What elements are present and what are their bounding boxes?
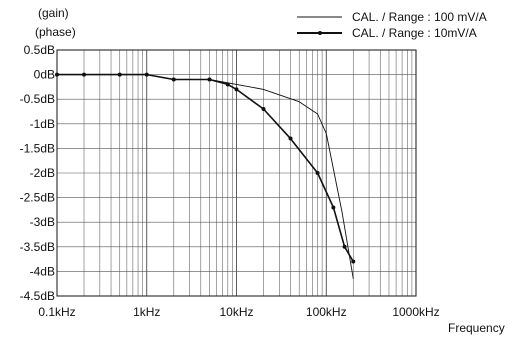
y-axis-label-gain: (gain) xyxy=(38,6,69,20)
data-point-10mv xyxy=(226,82,230,86)
data-point-10mv xyxy=(207,78,211,82)
y-tick-label: 0dB xyxy=(34,68,55,82)
y-tick-label: -3dB xyxy=(30,215,55,229)
x-tick-label: 0.1kHz xyxy=(38,305,75,319)
series-line-100mv xyxy=(57,75,353,279)
y-tick-label: -0.5dB xyxy=(20,92,55,106)
legend-marker-10mv xyxy=(318,31,322,35)
y-tick-label: -3.5dB xyxy=(20,240,55,254)
y-tick-label: 0.5dB xyxy=(24,43,55,57)
y-axis-label-phase: (phase) xyxy=(35,25,76,39)
legend-label-100mv: CAL. / Range : 100 mV/A xyxy=(352,10,487,24)
y-tick-label: -1dB xyxy=(30,117,55,131)
data-point-10mv xyxy=(55,73,59,77)
data-point-10mv xyxy=(331,205,335,209)
grid-lines xyxy=(57,50,416,296)
x-tick-label: 1kHz xyxy=(133,305,160,319)
data-point-10mv xyxy=(289,137,293,141)
data-point-10mv xyxy=(118,73,122,77)
x-tick-label: 10kHz xyxy=(219,305,253,319)
data-point-10mv xyxy=(351,260,355,264)
y-tick-label: -1.5dB xyxy=(20,141,55,155)
y-tick-label: -4.5dB xyxy=(20,289,55,303)
x-tick-label: 1000kHz xyxy=(392,305,439,319)
series-line-10mv xyxy=(57,75,353,262)
x-axis-label: Frequency xyxy=(448,321,505,335)
data-point-10mv xyxy=(145,73,149,77)
data-point-10mv xyxy=(82,73,86,77)
y-tick-label: -2.5dB xyxy=(20,191,55,205)
legend-label-10mv: CAL. / Range : 10mV/A xyxy=(352,26,477,40)
data-point-10mv xyxy=(172,78,176,82)
data-point-10mv xyxy=(235,87,239,91)
data-point-10mv xyxy=(262,107,266,111)
legend: CAL. / Range : 100 mV/A CAL. / Range : 1… xyxy=(297,10,487,40)
y-tick-label: -2dB xyxy=(30,166,55,180)
data-point-10mv xyxy=(343,245,347,249)
y-tick-label: -4dB xyxy=(30,264,55,278)
data-point-10mv xyxy=(316,171,320,175)
x-tick-label: 100kHz xyxy=(306,305,347,319)
